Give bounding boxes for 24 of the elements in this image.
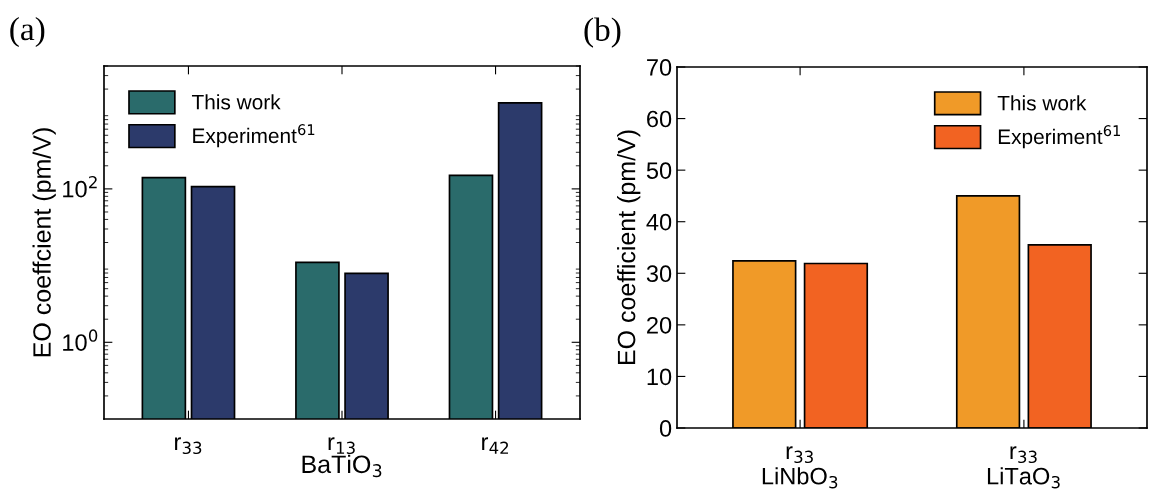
y-tick-label: 50: [646, 162, 672, 179]
x-tick-label: r$_{13}$: [328, 437, 355, 455]
x-tick-label: r$_{33}$: [175, 437, 202, 455]
y-tick-label: 10$^{0}$: [63, 329, 98, 351]
y-axis-title: EO coefficient (pm/V): [617, 130, 641, 365]
chart-title: (b): [584, 17, 621, 48]
x-tick-label: r$_{33}$ LiTaO$_{3}$: [987, 446, 1060, 489]
y-tick-label: 60: [647, 110, 672, 128]
legend-label: Experiment$^{61}$: [998, 125, 1120, 149]
y-tick-label: 10$^{2}$: [63, 175, 97, 198]
y-tick-label: 20: [647, 316, 672, 334]
y-tick-label: 10: [647, 368, 672, 386]
y-tick-label: 40: [646, 213, 672, 231]
y-axis-title: EO coeffcient (pm/V): [32, 128, 56, 357]
y-tick-label: 30: [646, 265, 672, 283]
y-tick-label: 0: [659, 420, 672, 437]
chart-title: (a): [10, 16, 45, 48]
legend-label: Experiment$^{61}$: [193, 124, 315, 148]
legend-label: This work: [997, 95, 1087, 111]
x-tick-label: r$_{33}$ LiNbO$_{3}$: [762, 446, 838, 489]
x-axis-title: BaTiO$_{3}$: [302, 454, 382, 478]
y-tick-label: 70: [647, 59, 672, 76]
x-tick-label: r$_{42}$: [482, 437, 509, 454]
legend-label: This work: [191, 94, 281, 110]
